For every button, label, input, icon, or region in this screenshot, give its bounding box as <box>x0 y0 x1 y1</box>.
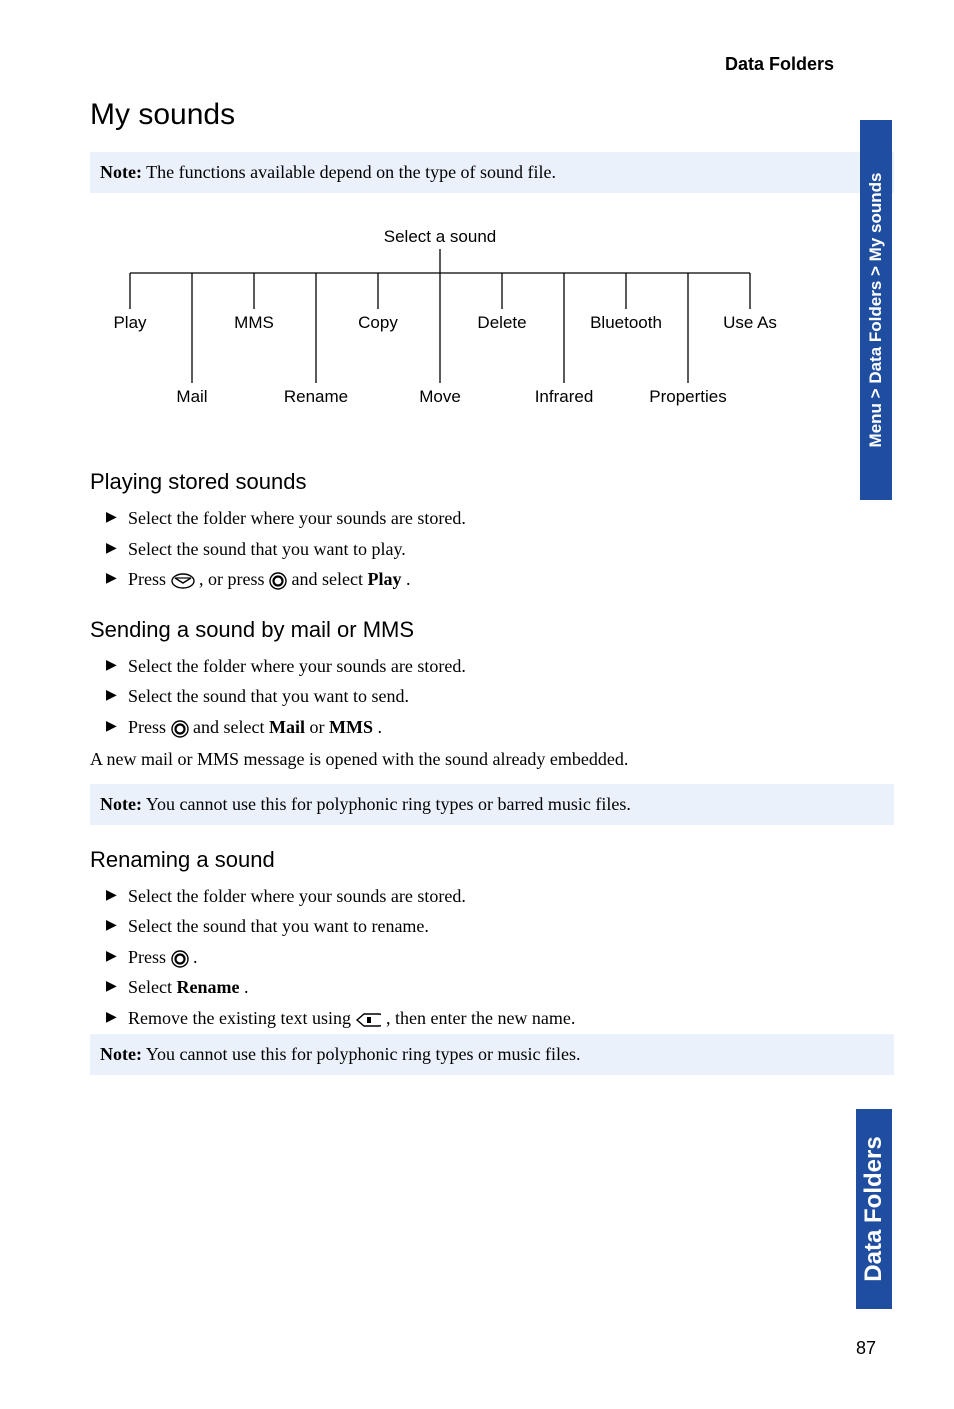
page-number: 87 <box>856 1338 876 1359</box>
note-box-3: Note: You cannot use this for polyphonic… <box>90 1034 894 1075</box>
list-item: Select the folder where your sounds are … <box>110 881 894 912</box>
diagram-r1-4: Bluetooth <box>590 313 662 333</box>
circle-icon <box>171 720 189 738</box>
side-tab-section: Data Folders <box>856 1109 892 1309</box>
note-box-2: Note: You cannot use this for polyphonic… <box>90 784 894 825</box>
circle-icon <box>269 572 287 590</box>
diagram-lines <box>90 221 790 441</box>
list-item: Select the folder where your sounds are … <box>110 503 894 534</box>
diagram-r1-0: Play <box>113 313 146 333</box>
side-tab-breadcrumb: Menu > Data Folders > My sounds <box>860 120 892 500</box>
diagram-r1-5: Use As <box>723 313 777 333</box>
page-title: My sounds <box>90 98 894 132</box>
list-item: Select the sound that you want to play. <box>110 534 894 565</box>
section2-heading: Sending a sound by mail or MMS <box>90 617 894 643</box>
diagram-top-label: Select a sound <box>384 227 496 247</box>
section1-list: Select the folder where your sounds are … <box>90 503 894 595</box>
diagram-r2-0: Mail <box>176 387 207 407</box>
circle-icon <box>171 950 189 968</box>
section3-list: Select the folder where your sounds are … <box>90 881 894 1034</box>
diagram-r2-3: Infrared <box>535 387 594 407</box>
list-item: Select the sound that you want to rename… <box>110 911 894 942</box>
diagram-r2-1: Rename <box>284 387 348 407</box>
sound-options-diagram: Select a sound Play MMS Copy Delete Blue… <box>90 221 790 441</box>
list-item: Select the sound that you want to send. <box>110 681 894 712</box>
section2-body: A new mail or MMS message is opened with… <box>90 749 894 770</box>
section1-heading: Playing stored sounds <box>90 469 894 495</box>
note-label: Note: <box>100 1044 142 1064</box>
note-text: You cannot use this for polyphonic ring … <box>142 1044 580 1064</box>
section3-heading: Renaming a sound <box>90 847 894 873</box>
diagram-r2-4: Properties <box>649 387 726 407</box>
list-item: Remove the existing text using , then en… <box>110 1003 894 1034</box>
page-header-right: Data Folders <box>725 54 834 75</box>
envelope-icon <box>171 573 195 589</box>
back-icon <box>355 1012 381 1028</box>
list-item: Select the folder where your sounds are … <box>110 651 894 682</box>
note-label: Note: <box>100 162 142 182</box>
note-box-1: Note: The functions available depend on … <box>90 152 894 193</box>
section2-list: Select the folder where your sounds are … <box>90 651 894 743</box>
diagram-r1-2: Copy <box>358 313 398 333</box>
page: Data Folders My sounds Note: The functio… <box>0 0 954 1409</box>
list-item: Select Rename . <box>110 972 894 1003</box>
list-item: Press and select Mail or MMS . <box>110 712 894 743</box>
note-text: You cannot use this for polyphonic ring … <box>142 794 631 814</box>
note-label: Note: <box>100 794 142 814</box>
diagram-r2-2: Move <box>419 387 461 407</box>
list-item: Press , or press and select Play . <box>110 564 894 595</box>
diagram-r1-1: MMS <box>234 313 274 333</box>
list-item: Press . <box>110 942 894 973</box>
note-text: The functions available depend on the ty… <box>142 162 556 182</box>
diagram-r1-3: Delete <box>477 313 526 333</box>
